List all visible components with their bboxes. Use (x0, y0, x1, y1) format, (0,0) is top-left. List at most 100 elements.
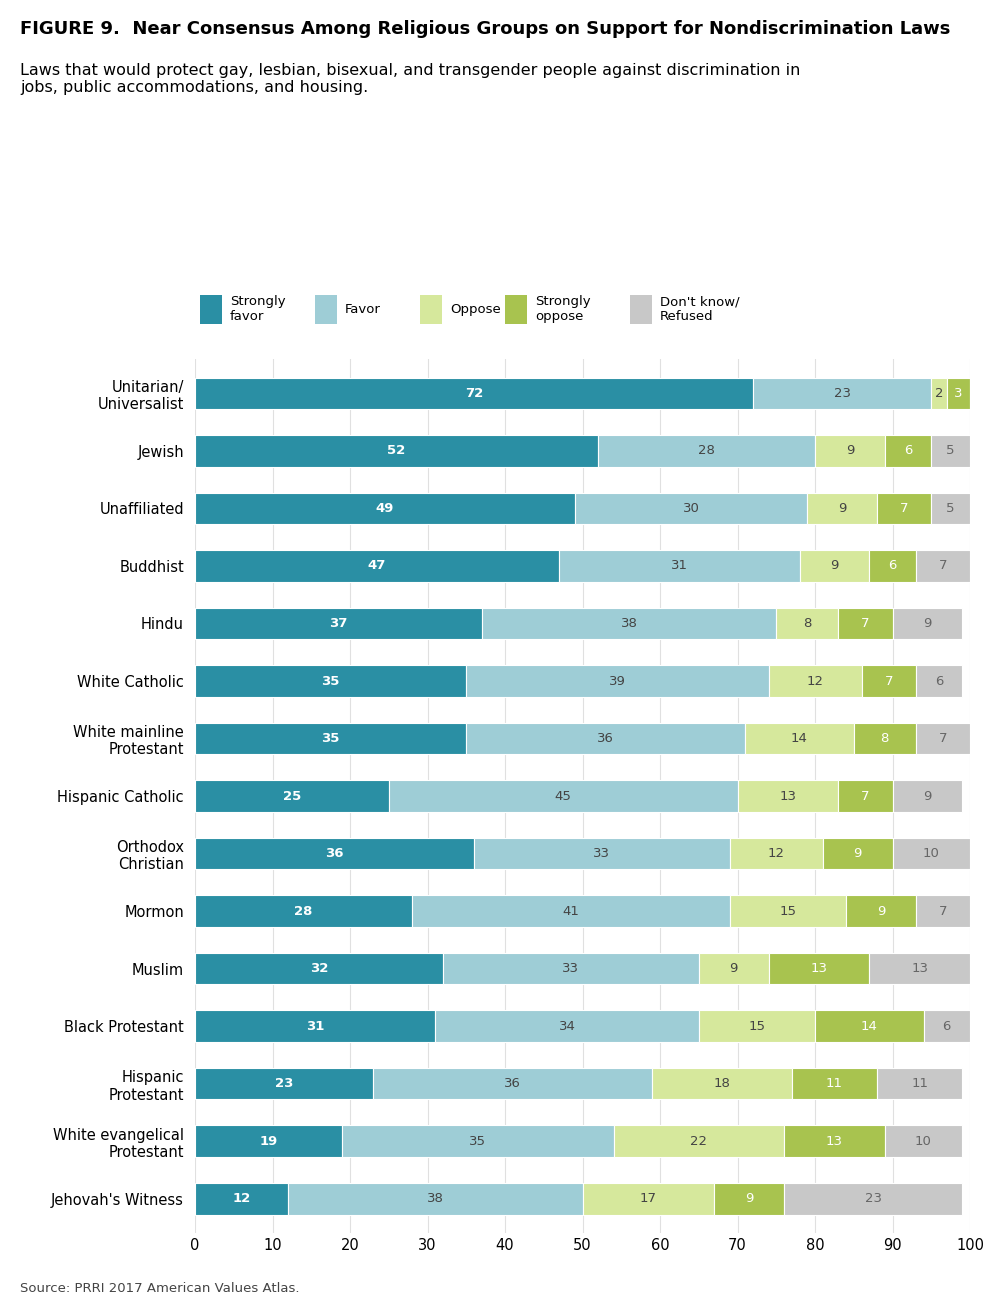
Text: 9: 9 (846, 445, 854, 458)
Text: 15: 15 (748, 1019, 765, 1032)
Bar (730, 838, 823, 869)
Bar (195, 953, 443, 984)
Bar (443, 953, 699, 984)
Text: 30: 30 (683, 502, 699, 515)
Text: 13: 13 (779, 790, 796, 803)
Text: Strongly
oppose: Strongly oppose (535, 295, 591, 324)
Text: 5: 5 (946, 445, 955, 458)
Bar (195, 492, 575, 525)
Bar (195, 435, 598, 467)
Bar (931, 377, 947, 410)
Text: 2: 2 (935, 386, 943, 399)
Text: Favor: Favor (345, 303, 381, 316)
Text: 7: 7 (861, 790, 870, 803)
Bar (753, 377, 931, 410)
Bar (195, 1125, 342, 1158)
Bar (482, 608, 776, 639)
Bar (699, 953, 768, 984)
Bar (195, 1067, 373, 1100)
Bar (869, 953, 970, 984)
Text: 28: 28 (698, 445, 715, 458)
Bar (195, 838, 474, 869)
Bar (730, 895, 846, 927)
Text: 14: 14 (791, 732, 808, 745)
Text: 34: 34 (559, 1019, 575, 1032)
Text: 9: 9 (745, 1193, 753, 1206)
Bar (559, 551, 800, 582)
Text: 8: 8 (881, 732, 889, 745)
Text: 23: 23 (275, 1077, 293, 1090)
Bar (931, 492, 970, 525)
Bar (582, 1182, 714, 1215)
Bar (435, 1010, 699, 1041)
Bar (373, 1067, 652, 1100)
Bar (838, 780, 893, 812)
Bar (342, 1125, 614, 1158)
Text: 9: 9 (729, 962, 738, 975)
Text: 38: 38 (621, 617, 637, 630)
Text: FIGURE 9.  Near Consensus Among Religious Groups on Support for Nondiscriminatio: FIGURE 9. Near Consensus Among Religious… (20, 20, 950, 38)
Bar (714, 1182, 784, 1215)
Text: 13: 13 (826, 1134, 843, 1147)
Text: 45: 45 (555, 790, 572, 803)
Text: 18: 18 (714, 1077, 730, 1090)
Text: 11: 11 (911, 1077, 928, 1090)
Bar (815, 1010, 924, 1041)
Bar (195, 551, 559, 582)
Text: 31: 31 (671, 560, 688, 573)
Bar (652, 1067, 792, 1100)
Text: 37: 37 (329, 617, 348, 630)
Text: 7: 7 (939, 732, 947, 745)
Text: 9: 9 (877, 904, 885, 917)
Text: 9: 9 (830, 560, 839, 573)
Text: 10: 10 (915, 1134, 932, 1147)
Text: 14: 14 (861, 1019, 878, 1032)
Bar (195, 608, 482, 639)
Text: 7: 7 (884, 675, 893, 688)
Text: 36: 36 (597, 732, 614, 745)
Bar (838, 608, 893, 639)
Text: 23: 23 (865, 1193, 882, 1206)
Text: 39: 39 (609, 675, 626, 688)
Text: 41: 41 (562, 904, 579, 917)
Bar (800, 551, 869, 582)
Bar (931, 435, 970, 467)
Bar (598, 435, 815, 467)
Bar (877, 1067, 962, 1100)
Text: 9: 9 (923, 617, 932, 630)
Text: 11: 11 (826, 1077, 843, 1090)
Text: 49: 49 (376, 502, 394, 515)
Bar (916, 895, 970, 927)
Bar (699, 1010, 815, 1041)
Text: 12: 12 (768, 847, 785, 860)
Bar (916, 723, 970, 754)
Bar (893, 608, 962, 639)
Bar (575, 492, 807, 525)
Text: 9: 9 (853, 847, 862, 860)
Text: 17: 17 (640, 1193, 657, 1206)
Text: 7: 7 (939, 560, 947, 573)
Bar (412, 895, 730, 927)
Text: Don't know/
Refused: Don't know/ Refused (660, 295, 740, 324)
Text: 7: 7 (939, 904, 947, 917)
Text: 10: 10 (923, 847, 940, 860)
Text: 6: 6 (888, 560, 897, 573)
Bar (389, 780, 738, 812)
Bar (854, 723, 916, 754)
Bar (614, 1125, 784, 1158)
Text: 8: 8 (803, 617, 811, 630)
Text: 9: 9 (923, 790, 932, 803)
Bar (869, 551, 916, 582)
Bar (745, 723, 854, 754)
Text: 5: 5 (946, 502, 955, 515)
Text: 36: 36 (504, 1077, 521, 1090)
Text: 9: 9 (838, 502, 846, 515)
Text: 19: 19 (260, 1134, 278, 1147)
Bar (195, 666, 466, 697)
Bar (947, 377, 970, 410)
Text: 33: 33 (562, 962, 579, 975)
Text: 7: 7 (900, 502, 908, 515)
Text: 6: 6 (943, 1019, 951, 1032)
Bar (768, 666, 862, 697)
Bar (862, 666, 916, 697)
